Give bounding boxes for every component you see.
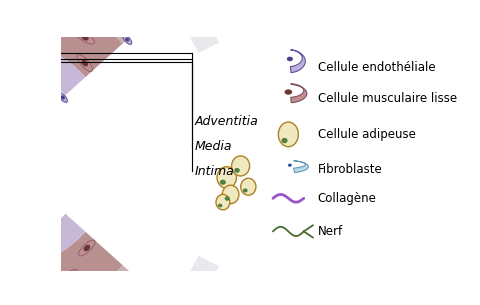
Ellipse shape [3,236,15,242]
Ellipse shape [288,164,292,167]
Ellipse shape [76,31,95,44]
Ellipse shape [45,33,52,39]
Ellipse shape [7,68,12,72]
Text: Cellule adipeuse: Cellule adipeuse [318,128,416,141]
Ellipse shape [110,296,114,300]
Polygon shape [294,161,308,173]
Ellipse shape [122,34,132,45]
Ellipse shape [240,178,256,195]
Ellipse shape [0,22,15,31]
Text: Collagène: Collagène [318,192,376,205]
Polygon shape [290,50,305,73]
Ellipse shape [222,185,239,204]
Ellipse shape [0,277,15,285]
Ellipse shape [220,180,226,185]
Ellipse shape [65,274,72,280]
Ellipse shape [82,34,89,41]
Ellipse shape [225,196,230,201]
Polygon shape [291,84,307,103]
Polygon shape [0,0,219,305]
Ellipse shape [27,73,32,77]
Ellipse shape [82,274,102,286]
Ellipse shape [73,14,80,21]
Ellipse shape [287,57,293,61]
Ellipse shape [42,80,53,88]
Polygon shape [0,0,166,305]
Ellipse shape [234,168,240,173]
Ellipse shape [3,67,15,73]
Ellipse shape [125,38,129,42]
Text: Cellule musculaire lisse: Cellule musculaire lisse [318,92,457,105]
Polygon shape [0,0,122,305]
Ellipse shape [104,293,120,303]
Text: Fibroblaste: Fibroblaste [318,163,383,176]
Ellipse shape [60,269,77,284]
Ellipse shape [77,55,93,71]
Ellipse shape [18,295,26,300]
Ellipse shape [39,30,58,43]
Ellipse shape [0,23,8,29]
Text: Cellule endothéliale: Cellule endothéliale [318,61,435,74]
Text: Nerf: Nerf [318,225,343,238]
Ellipse shape [216,195,230,210]
Ellipse shape [110,9,114,12]
Ellipse shape [39,268,59,279]
Ellipse shape [61,95,65,100]
Text: Media: Media [194,140,232,153]
Ellipse shape [90,8,95,12]
Ellipse shape [84,245,90,251]
Ellipse shape [58,92,67,102]
Ellipse shape [24,71,35,78]
Ellipse shape [0,279,8,284]
Ellipse shape [82,60,88,66]
Ellipse shape [217,167,237,188]
Ellipse shape [42,221,53,229]
Ellipse shape [281,138,288,143]
Ellipse shape [90,297,95,301]
Ellipse shape [46,271,53,277]
Ellipse shape [232,156,250,176]
Text: Intima: Intima [194,165,234,178]
Ellipse shape [79,240,95,256]
Ellipse shape [28,12,49,20]
Ellipse shape [243,188,248,192]
Ellipse shape [87,6,97,14]
Ellipse shape [24,231,35,238]
Ellipse shape [218,204,222,207]
Ellipse shape [45,223,49,227]
Ellipse shape [285,89,292,95]
Ellipse shape [11,294,33,302]
Ellipse shape [13,0,35,4]
Ellipse shape [106,4,119,16]
Ellipse shape [45,82,49,86]
Ellipse shape [67,11,86,24]
Ellipse shape [87,295,97,303]
Ellipse shape [7,237,12,241]
Ellipse shape [20,0,27,3]
Text: Adventitia: Adventitia [194,115,258,128]
Ellipse shape [35,13,42,19]
Polygon shape [0,39,85,270]
Ellipse shape [27,232,32,236]
Ellipse shape [278,122,299,147]
Ellipse shape [88,277,96,283]
